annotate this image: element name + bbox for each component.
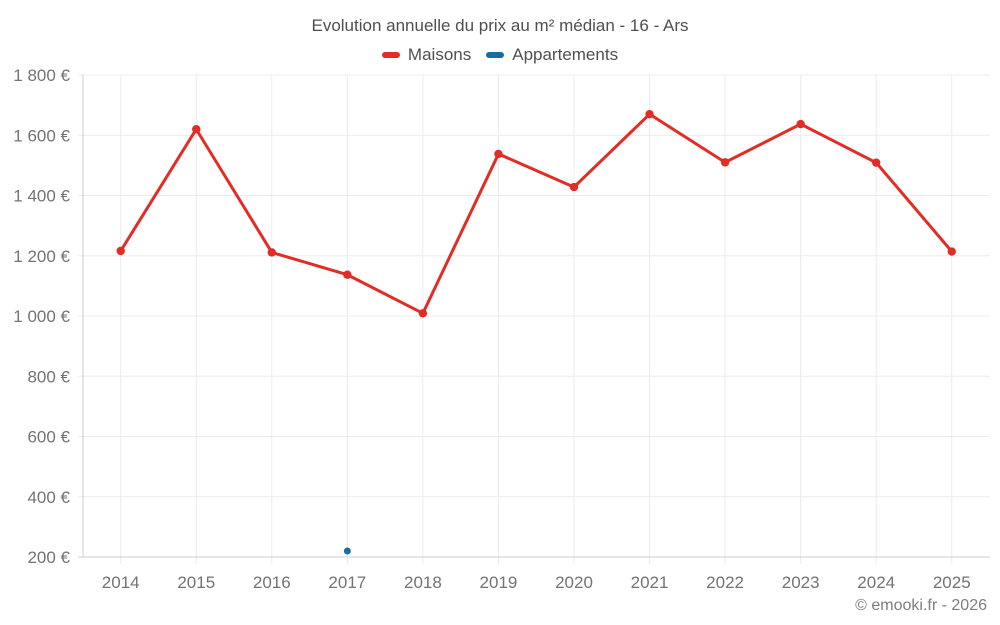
x-axis-tick-label: 2023 <box>782 573 820 592</box>
maisons-point-2025[interactable] <box>947 247 956 256</box>
y-axis-tick-label: 1 600 € <box>13 126 70 145</box>
x-axis-tick-label: 2024 <box>857 573 895 592</box>
chart-legend: Maisons Appartements <box>0 45 1000 65</box>
legend-item-maisons[interactable]: Maisons <box>381 45 472 65</box>
maisons-point-2014[interactable] <box>116 246 125 256</box>
maisons-point-2022[interactable] <box>720 158 730 167</box>
x-axis-tick-label: 2022 <box>706 573 744 592</box>
chart-title: Evolution annuelle du prix au m² médian … <box>311 16 689 35</box>
appartements-point-2017[interactable] <box>343 547 351 555</box>
maisons-point-2017[interactable] <box>343 270 352 279</box>
maisons-point-2021[interactable] <box>645 109 654 119</box>
y-axis-tick-label: 800 € <box>27 367 70 386</box>
y-axis-tick-label: 600 € <box>27 428 70 447</box>
x-axis-tick-label: 2020 <box>555 573 593 592</box>
legend-label: Appartements <box>512 45 619 64</box>
copyright-watermark: © emooki.fr - 2026 <box>855 597 987 614</box>
y-axis-tick-label: 1 200 € <box>13 247 70 266</box>
x-axis-tick-label: 2019 <box>480 573 518 592</box>
legend-item-appartements[interactable]: Appartements <box>486 45 618 65</box>
legend-label: Maisons <box>407 45 472 64</box>
maisons-point-2023[interactable] <box>796 119 805 129</box>
maisons-point-2015[interactable] <box>192 125 201 134</box>
x-axis-tick-label: 2021 <box>631 573 669 592</box>
x-axis-tick-label: 2025 <box>933 573 971 592</box>
y-axis-tick-label: 400 € <box>27 488 70 507</box>
y-axis-tick-label: 1 800 € <box>13 66 70 85</box>
maisons-point-2019[interactable] <box>494 149 503 159</box>
maisons-line <box>119 112 954 315</box>
x-axis-tick-label: 2014 <box>102 573 140 592</box>
maisons-point-2018[interactable] <box>418 309 428 318</box>
legend-swatch-icon <box>486 52 505 58</box>
legend-swatch-icon <box>381 52 400 58</box>
x-axis-tick-label: 2015 <box>177 573 215 592</box>
maisons-point-2016[interactable] <box>267 248 276 257</box>
maisons-point-2020[interactable] <box>569 182 579 192</box>
x-axis-tick-label: 2016 <box>253 573 291 592</box>
maisons-point-2024[interactable] <box>872 158 881 167</box>
y-axis-tick-label: 200 € <box>27 548 70 567</box>
x-axis-tick-label: 2017 <box>328 573 366 592</box>
y-axis-tick-label: 1 000 € <box>13 307 70 326</box>
x-axis-tick-label: 2018 <box>404 573 442 592</box>
y-axis-tick-label: 1 400 € <box>13 187 70 206</box>
